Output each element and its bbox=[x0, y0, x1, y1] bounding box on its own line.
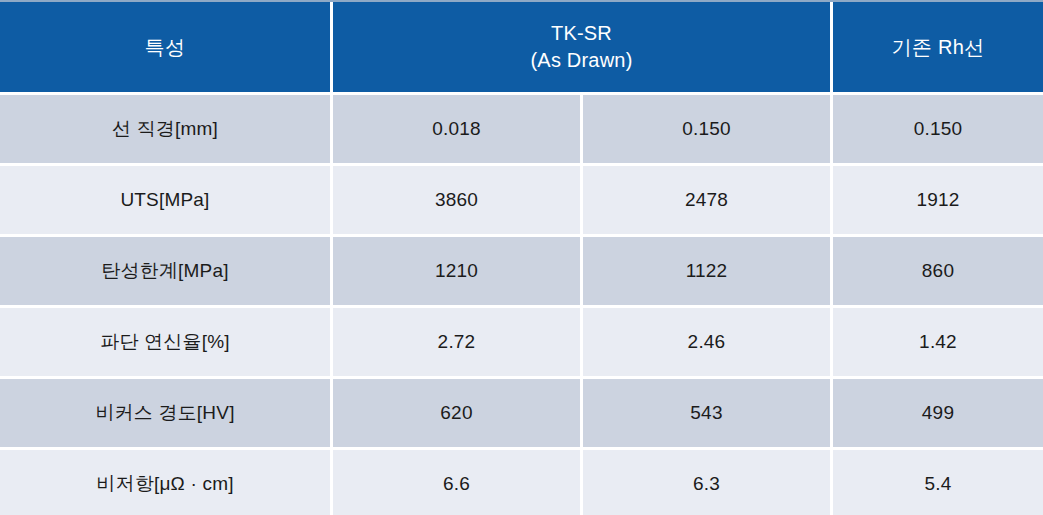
header-rh-label: 기존 Rh선 bbox=[892, 34, 984, 61]
cell-wire-diameter-tksr2: 0.150 bbox=[583, 95, 830, 163]
cell-elastic-limit-rh: 860 bbox=[833, 237, 1043, 305]
cell-resistivity-tksr1: 6.6 bbox=[333, 450, 580, 515]
row-label-elastic-limit: 탄성한계[MPa] bbox=[0, 237, 330, 305]
cell-elastic-limit-tksr1: 1210 bbox=[333, 237, 580, 305]
row-label-elongation: 파단 연신율[%] bbox=[0, 308, 330, 376]
cell-resistivity-tksr2: 6.3 bbox=[583, 450, 830, 515]
header-tksr-line1: TK-SR bbox=[551, 20, 612, 47]
cell-resistivity-rh: 5.4 bbox=[833, 450, 1043, 515]
cell-elastic-limit-tksr2: 1122 bbox=[583, 237, 830, 305]
cell-vickers-hardness-tksr1: 620 bbox=[333, 379, 580, 447]
cell-elongation-tksr1: 2.72 bbox=[333, 308, 580, 376]
cell-elongation-tksr2: 2.46 bbox=[583, 308, 830, 376]
header-cell-property: 특성 bbox=[0, 2, 330, 92]
row-label-vickers-hardness: 비커스 경도[HV] bbox=[0, 379, 330, 447]
cell-uts-tksr2: 2478 bbox=[583, 166, 830, 234]
row-label-uts: UTS[MPa] bbox=[0, 166, 330, 234]
header-property-label: 특성 bbox=[145, 34, 185, 61]
header-tksr-line2: (As Drawn) bbox=[530, 47, 632, 74]
cell-wire-diameter-tksr1: 0.018 bbox=[333, 95, 580, 163]
cell-uts-rh: 1912 bbox=[833, 166, 1043, 234]
cell-vickers-hardness-tksr2: 543 bbox=[583, 379, 830, 447]
cell-elongation-rh: 1.42 bbox=[833, 308, 1043, 376]
row-label-resistivity: 비저항[μΩ · cm] bbox=[0, 450, 330, 515]
header-cell-rh: 기존 Rh선 bbox=[833, 2, 1043, 92]
row-label-wire-diameter: 선 직경[mm] bbox=[0, 95, 330, 163]
header-cell-tksr: TK-SR (As Drawn) bbox=[333, 2, 830, 92]
cell-vickers-hardness-rh: 499 bbox=[833, 379, 1043, 447]
cell-uts-tksr1: 3860 bbox=[333, 166, 580, 234]
cell-wire-diameter-rh: 0.150 bbox=[833, 95, 1043, 163]
material-properties-table: 특성 TK-SR (As Drawn) 기존 Rh선 선 직경[mm] 0.01… bbox=[0, 0, 1043, 515]
